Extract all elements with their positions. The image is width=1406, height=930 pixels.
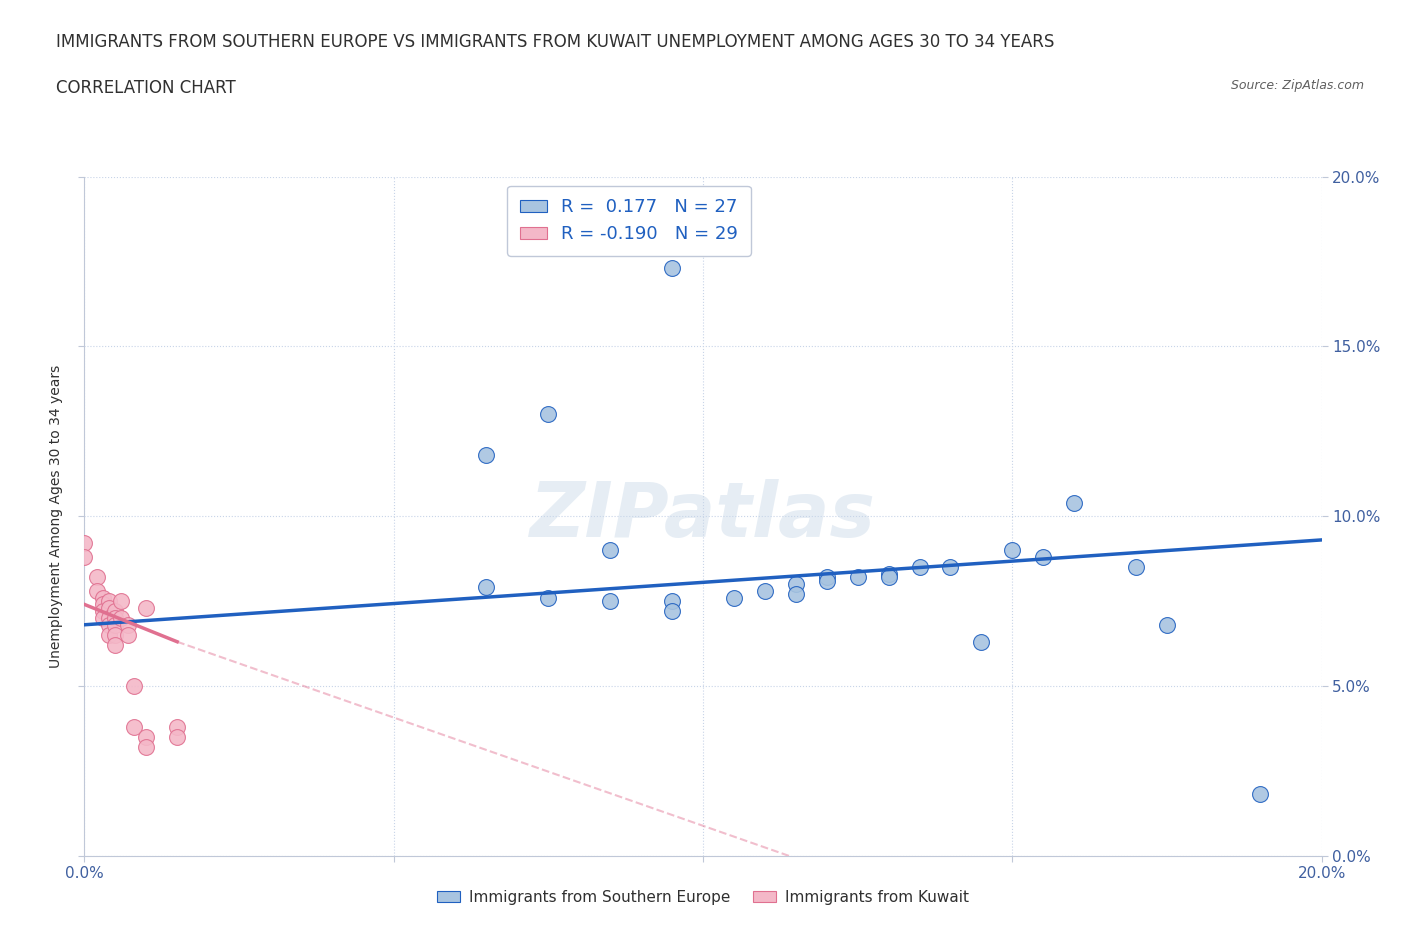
Point	[91, 611, 114, 626]
Point	[785, 587, 807, 602]
Point	[104, 618, 127, 632]
Point	[661, 604, 683, 618]
Point	[110, 611, 132, 626]
Point	[91, 597, 114, 612]
Point	[98, 628, 121, 643]
Point	[661, 593, 683, 608]
Point	[117, 618, 139, 632]
Point	[122, 679, 145, 694]
Point	[166, 729, 188, 744]
Point	[1001, 543, 1024, 558]
Point	[1125, 560, 1147, 575]
Point	[877, 566, 900, 581]
Point	[599, 593, 621, 608]
Point	[908, 560, 931, 575]
Point	[1032, 550, 1054, 565]
Y-axis label: Unemployment Among Ages 30 to 34 years: Unemployment Among Ages 30 to 34 years	[49, 365, 63, 668]
Point	[86, 570, 108, 585]
Point	[939, 560, 962, 575]
Point	[475, 447, 498, 462]
Point	[475, 580, 498, 595]
Point	[166, 719, 188, 734]
Point	[537, 591, 560, 605]
Point	[73, 550, 96, 565]
Point	[91, 604, 114, 618]
Point	[135, 739, 157, 754]
Text: IMMIGRANTS FROM SOUTHERN EUROPE VS IMMIGRANTS FROM KUWAIT UNEMPLOYMENT AMONG AGE: IMMIGRANTS FROM SOUTHERN EUROPE VS IMMIG…	[56, 33, 1054, 50]
Point	[135, 729, 157, 744]
Point	[877, 570, 900, 585]
Point	[98, 618, 121, 632]
Text: ZIPatlas: ZIPatlas	[530, 479, 876, 553]
Point	[104, 638, 127, 653]
Point	[723, 591, 745, 605]
Point	[73, 536, 96, 551]
Point	[91, 591, 114, 605]
Point	[815, 573, 838, 588]
Point	[970, 634, 993, 649]
Point	[98, 601, 121, 616]
Point	[104, 611, 127, 626]
Point	[110, 593, 132, 608]
Text: Source: ZipAtlas.com: Source: ZipAtlas.com	[1230, 79, 1364, 92]
Point	[86, 583, 108, 598]
Point	[846, 570, 869, 585]
Point	[135, 601, 157, 616]
Point	[661, 261, 683, 276]
Point	[754, 583, 776, 598]
Point	[537, 407, 560, 422]
Point	[1249, 787, 1271, 802]
Text: CORRELATION CHART: CORRELATION CHART	[56, 79, 236, 97]
Point	[599, 543, 621, 558]
Point	[1156, 618, 1178, 632]
Point	[785, 577, 807, 591]
Point	[117, 628, 139, 643]
Point	[122, 719, 145, 734]
Legend: Immigrants from Southern Europe, Immigrants from Kuwait: Immigrants from Southern Europe, Immigra…	[430, 884, 976, 911]
Point	[98, 593, 121, 608]
Point	[104, 604, 127, 618]
Legend: R =  0.177   N = 27, R = -0.190   N = 29: R = 0.177 N = 27, R = -0.190 N = 29	[508, 186, 751, 256]
Point	[104, 628, 127, 643]
Point	[98, 611, 121, 626]
Point	[815, 570, 838, 585]
Point	[1063, 495, 1085, 510]
